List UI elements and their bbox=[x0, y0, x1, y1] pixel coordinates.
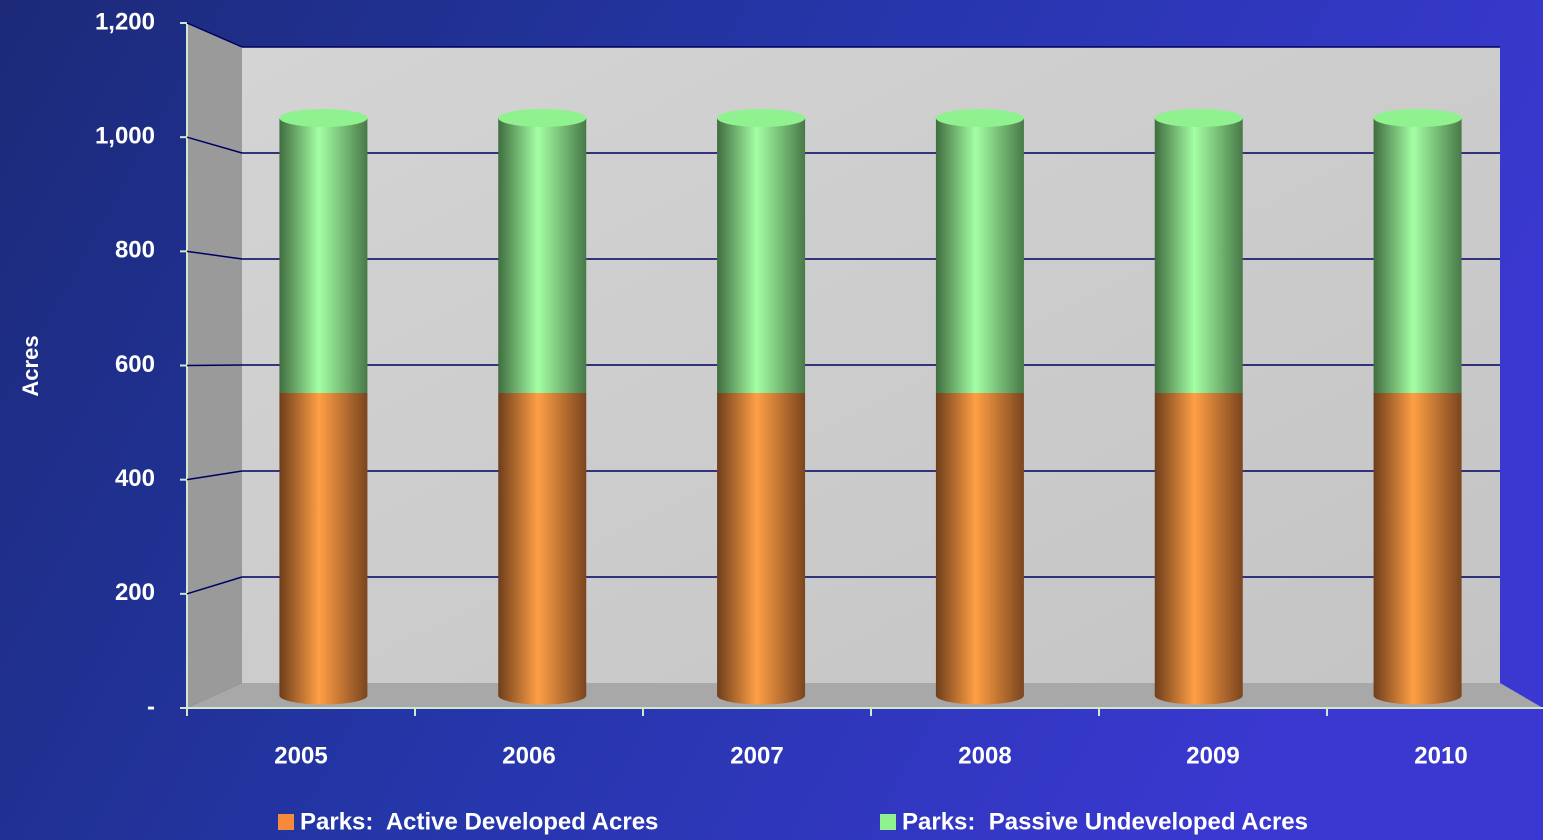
x-tick-label: 2009 bbox=[1186, 742, 1239, 769]
cylinder-cap bbox=[717, 109, 806, 127]
bar bbox=[498, 393, 587, 696]
x-tick-label: 2008 bbox=[958, 742, 1011, 769]
bar bbox=[935, 118, 1024, 393]
x-tick-label: 2007 bbox=[730, 742, 783, 769]
grid-line bbox=[186, 576, 243, 595]
y-tick-label: - bbox=[147, 693, 155, 720]
cylinder-cap bbox=[935, 109, 1024, 127]
bar bbox=[279, 393, 368, 696]
x-tick-label: 2006 bbox=[502, 742, 555, 769]
x-tick-label: 2005 bbox=[274, 742, 327, 769]
grid-line bbox=[186, 22, 243, 48]
grid-line bbox=[186, 250, 243, 260]
bar bbox=[279, 118, 368, 393]
grid-line bbox=[186, 136, 243, 154]
y-tick-label: 800 bbox=[115, 237, 155, 264]
floor bbox=[187, 683, 1543, 708]
cylinder-cap bbox=[279, 109, 368, 127]
legend-label: Parks: Passive Undeveloped Acres bbox=[902, 808, 1308, 835]
grid-line bbox=[186, 470, 243, 481]
bar bbox=[1373, 393, 1462, 696]
legend-label: Parks: Active Developed Acres bbox=[300, 808, 658, 835]
bar bbox=[1373, 118, 1462, 393]
y-axis-title: Acres bbox=[18, 335, 43, 396]
bar bbox=[498, 118, 587, 393]
y-tick-label: 200 bbox=[115, 579, 155, 606]
cylinder-cap bbox=[1154, 109, 1243, 127]
bar bbox=[717, 393, 806, 696]
y-tick-label: 1,200 bbox=[95, 8, 155, 35]
y-tick-label: 1,000 bbox=[95, 123, 155, 150]
bar bbox=[935, 393, 1024, 696]
bar bbox=[717, 118, 806, 393]
legend-swatch bbox=[278, 814, 294, 830]
bar bbox=[1154, 393, 1243, 696]
cylinder-cap bbox=[498, 109, 587, 127]
cylinder-cap bbox=[1373, 109, 1462, 127]
y-tick-label: 600 bbox=[115, 351, 155, 378]
grid-line bbox=[186, 364, 243, 367]
x-tick-label: 2010 bbox=[1414, 742, 1467, 769]
y-tick-label: 400 bbox=[115, 465, 155, 492]
bar bbox=[1154, 118, 1243, 393]
legend-swatch bbox=[880, 814, 896, 830]
